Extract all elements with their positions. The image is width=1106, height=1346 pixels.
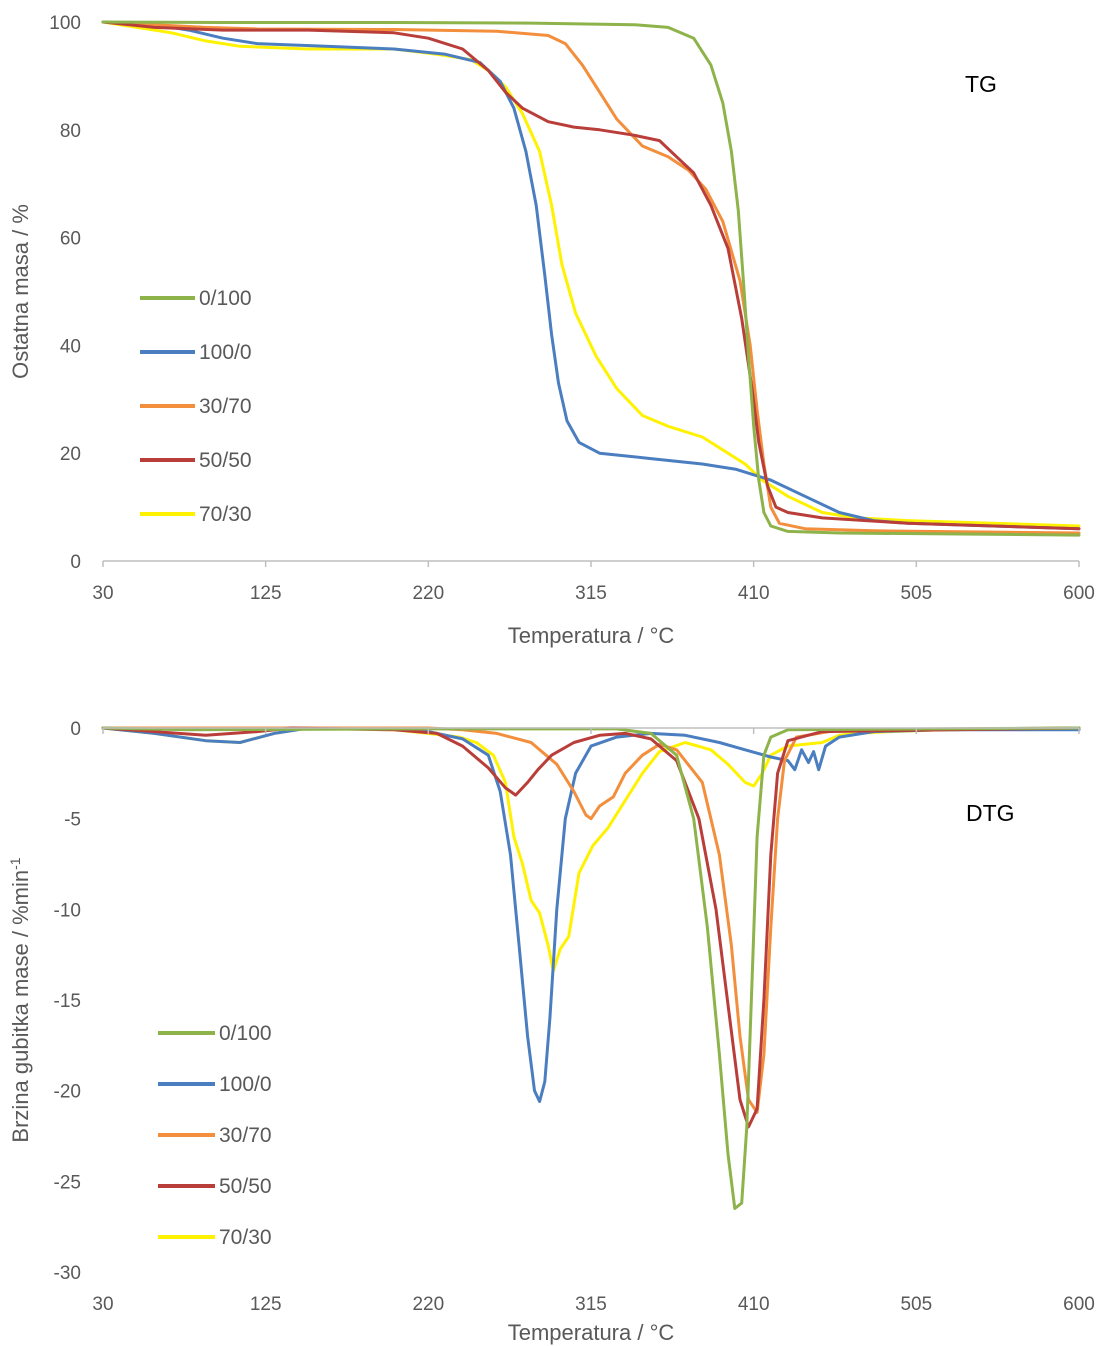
tg-series-line-50-50 <box>101 20 1081 531</box>
tg-x-tick-label: 600 <box>1063 583 1095 604</box>
dtg-x-tick-label: 410 <box>738 1294 770 1315</box>
dtg-series-line-0-100 <box>101 726 1081 1210</box>
tg-legend-label: 70/30 <box>199 503 252 526</box>
tg-chart: 30 125 220 315 410 505 600 0 20 40 60 80 100 Temper… <box>8 13 1095 648</box>
dtg-y-tick-label: 0 <box>70 719 81 740</box>
dtg-chart: 30 125 220 315 410 505 600 0-5-10-15-20-25-30 … <box>7 719 1095 1345</box>
dtg-x-tick-label: 125 <box>250 1294 282 1315</box>
tg-series-line-100-0 <box>101 20 1081 531</box>
tg-x-tick-label: 505 <box>900 583 932 604</box>
tg-x-tick-label: 220 <box>412 583 444 604</box>
dtg-x-tick-label: 30 <box>92 1294 113 1315</box>
dtg-legend-label: 30/70 <box>219 1124 272 1147</box>
tg-y-tick-label: 100 <box>49 13 81 34</box>
tg-y-axis-title: Ostatna masa / % <box>8 204 33 379</box>
tg-legend-label: 30/70 <box>199 395 252 418</box>
tg-y-tick-label: 80 <box>60 121 81 142</box>
dtg-series-line-30-70 <box>101 726 1081 1114</box>
dtg-legend: 0/100 100/0 30/70 50/50 70/30 <box>158 1022 272 1249</box>
dtg-legend-label: 0/100 <box>219 1022 272 1045</box>
dtg-panel-label: DTG <box>966 800 1015 826</box>
dtg-x-tick-label: 220 <box>412 1294 444 1315</box>
dtg-legend-label: 50/50 <box>219 1175 272 1198</box>
dtg-x-tick-label: 600 <box>1063 1294 1095 1315</box>
tg-x-tick-label: 410 <box>738 583 770 604</box>
dtg-y-tick-label: -25 <box>54 1172 81 1193</box>
dtg-legend-label: 100/0 <box>219 1073 272 1096</box>
tg-series-line-30-70 <box>101 20 1081 535</box>
tg-legend-label: 0/100 <box>199 287 252 310</box>
dtg-y-tick-label: -30 <box>54 1263 81 1284</box>
tg-y-tick-label: 0 <box>70 552 81 573</box>
tg-x-axis-title: Temperatura / °C <box>508 623 675 648</box>
dtg-y-axis-title-main: Brzina gubitka mase / %min <box>8 870 33 1143</box>
tg-series-line-70-30 <box>101 20 1081 528</box>
dtg-legend-label: 70/30 <box>219 1226 272 1249</box>
tg-legend-label: 100/0 <box>199 341 252 364</box>
dtg-x-axis-title: Temperatura / °C <box>508 1320 675 1345</box>
dtg-x-tick-label: 505 <box>900 1294 932 1315</box>
tg-x-tick-label: 125 <box>250 583 282 604</box>
tg-x-tick-label: 30 <box>92 583 113 604</box>
tg-x-tick-label: 315 <box>575 583 607 604</box>
tg-y-tick-label: 20 <box>60 444 81 465</box>
dtg-series-line-70-30 <box>101 726 1081 973</box>
tg-legend: 0/100 100/0 30/70 50/50 70/30 <box>140 287 252 526</box>
dtg-x-tick-label: 315 <box>575 1294 607 1315</box>
tg-series-line-0-100 <box>101 20 1081 537</box>
dtg-series-line-100-0 <box>101 726 1081 1103</box>
dtg-series-line-50-50 <box>101 726 1081 1129</box>
dtg-y-tick-label: -20 <box>54 1082 81 1103</box>
dtg-y-tick-label: -10 <box>54 900 81 921</box>
tg-legend-label: 50/50 <box>199 449 252 472</box>
dtg-y-axis-title: Brzina gubitka mase / %min-1 <box>7 857 33 1142</box>
dtg-y-axis-title-superscript: -1 <box>7 857 23 870</box>
tg-y-tick-label: 60 <box>60 229 81 250</box>
tg-panel-label: TG <box>965 71 997 97</box>
dtg-y-tick-label: -15 <box>54 991 81 1012</box>
dtg-y-tick-label: -5 <box>64 810 81 831</box>
tg-y-tick-label: 40 <box>60 336 81 357</box>
